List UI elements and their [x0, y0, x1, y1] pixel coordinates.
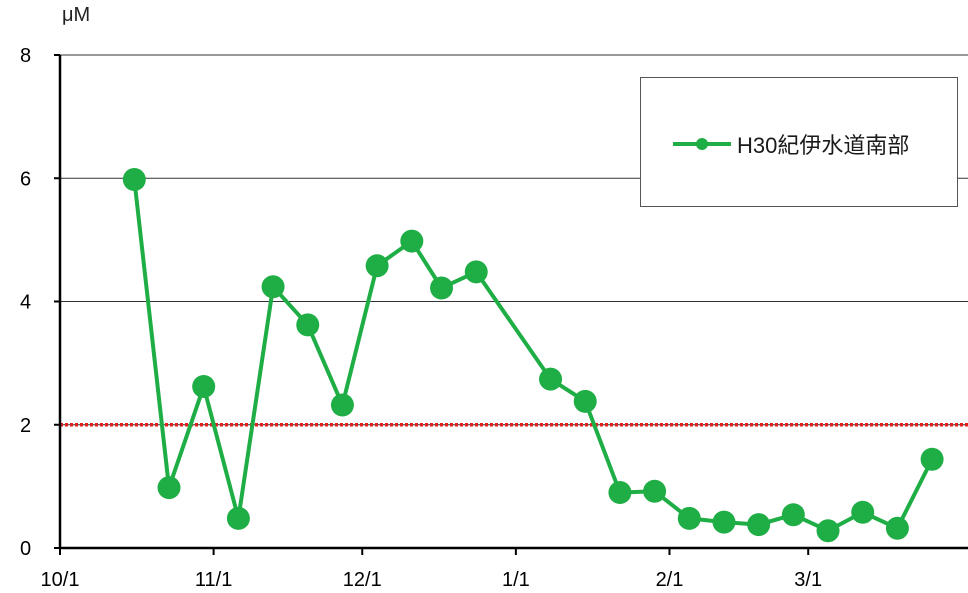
data-point	[261, 275, 285, 299]
legend-label: H30紀伊水道南部	[737, 133, 910, 158]
data-point	[400, 229, 424, 253]
data-point	[816, 519, 840, 543]
data-point	[464, 260, 488, 284]
data-point	[608, 481, 632, 505]
data-point	[781, 503, 805, 527]
x-tick-label: 10/1	[41, 569, 80, 591]
data-point	[430, 276, 454, 300]
y-tick-label: 0	[20, 538, 31, 560]
data-point	[330, 393, 354, 417]
legend-swatch-marker	[696, 138, 708, 150]
data-point	[539, 367, 563, 391]
y-tick-label: 2	[20, 415, 31, 437]
x-tick-label: 11/1	[195, 569, 232, 591]
data-point	[712, 510, 736, 534]
x-tick-label: 3/1	[794, 569, 822, 591]
series-line	[132, 179, 934, 533]
data-point	[920, 447, 944, 471]
y-unit-label: μM	[62, 4, 91, 26]
data-point	[226, 506, 250, 530]
data-point	[885, 516, 909, 540]
data-point	[677, 506, 701, 530]
x-tick-label: 1/1	[502, 569, 530, 591]
data-point	[192, 375, 216, 399]
y-tick-label: 6	[20, 168, 31, 190]
y-tick-label: 8	[20, 45, 31, 67]
data-point	[122, 167, 146, 191]
data-point	[573, 389, 597, 413]
y-tick-label: 4	[20, 292, 31, 314]
data-point	[365, 254, 389, 278]
legend-swatch	[673, 138, 731, 150]
data-point	[643, 479, 667, 503]
data-point	[157, 476, 181, 500]
data-point	[851, 500, 875, 524]
x-tick-label: 2/1	[656, 569, 684, 591]
legend: H30紀伊水道南部	[640, 77, 958, 207]
data-point	[747, 513, 771, 537]
x-tick-label: 12/1	[343, 569, 382, 591]
data-point	[296, 313, 320, 337]
